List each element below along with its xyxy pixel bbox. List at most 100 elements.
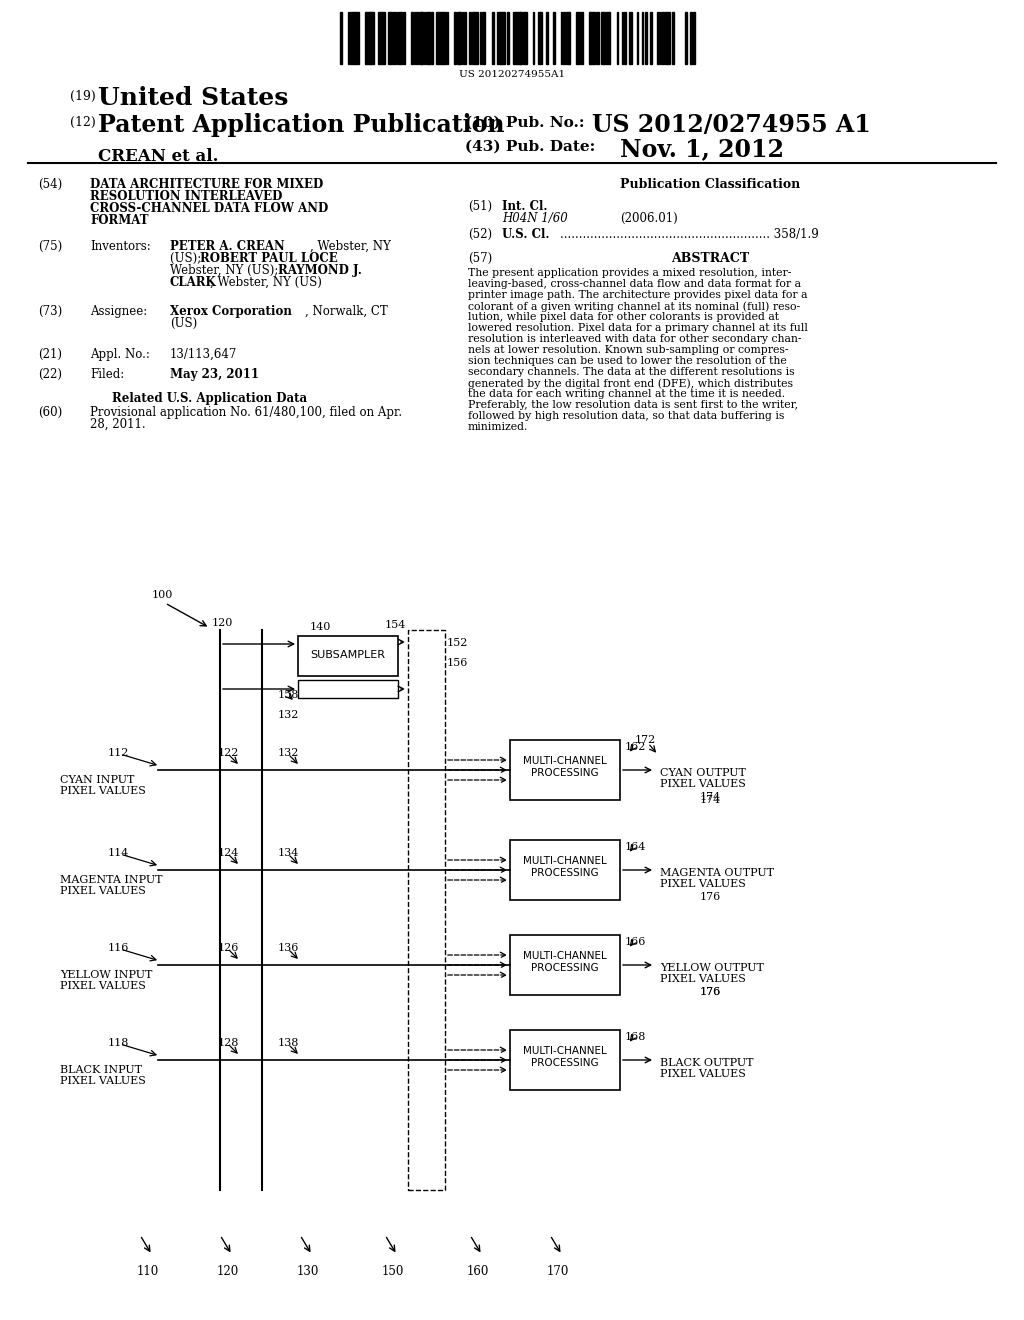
Bar [446, 12, 449, 63]
Bar [637, 12, 638, 63]
Text: H04N 1/60: H04N 1/60 [502, 213, 567, 224]
Bar [469, 12, 471, 63]
Text: 138: 138 [278, 1038, 299, 1048]
Bar [606, 12, 609, 63]
Text: The present application provides a mixed resolution, inter-: The present application provides a mixed… [468, 268, 792, 279]
Bar [426, 12, 430, 63]
Bar [493, 12, 494, 63]
Bar [431, 12, 433, 63]
Text: (51): (51) [468, 201, 493, 213]
Text: CROSS-CHANNEL DATA FLOW AND: CROSS-CHANNEL DATA FLOW AND [90, 202, 329, 215]
Bar [520, 12, 521, 63]
Text: CLARK: CLARK [170, 276, 217, 289]
Bar [298, 636, 398, 676]
Text: ........................................................ 358/1.9: ........................................… [560, 228, 819, 242]
Bar [352, 12, 355, 63]
Text: 150: 150 [382, 1265, 404, 1278]
Bar [498, 12, 500, 63]
Text: (43) Pub. Date:: (43) Pub. Date: [465, 140, 595, 154]
Bar [462, 12, 463, 63]
Text: followed by high resolution data, so that data buffering is: followed by high resolution data, so tha… [468, 411, 784, 421]
Text: sion techniques can be used to lower the resolution of the: sion techniques can be used to lower the… [468, 356, 786, 366]
Bar [553, 12, 555, 63]
Text: US 20120274955A1: US 20120274955A1 [459, 70, 565, 79]
Bar [609, 12, 610, 63]
Bar [508, 12, 509, 63]
Text: printer image path. The architecture provides pixel data for a: printer image path. The architecture pro… [468, 290, 808, 300]
Text: RESOLUTION INTERLEAVED: RESOLUTION INTERLEAVED [90, 190, 283, 203]
Text: ROBERT PAUL LOCE: ROBERT PAUL LOCE [200, 252, 338, 265]
Text: (57): (57) [468, 252, 493, 265]
Bar [408, 630, 445, 1191]
Bar [513, 12, 515, 63]
Text: MULTI-CHANNEL: MULTI-CHANNEL [523, 756, 607, 766]
Text: PIXEL VALUES: PIXEL VALUES [660, 879, 745, 888]
Bar [373, 12, 375, 63]
Bar [383, 12, 385, 63]
Text: PROCESSING: PROCESSING [531, 1059, 599, 1068]
Text: MAGENTA INPUT: MAGENTA INPUT [60, 875, 163, 884]
Bar [474, 12, 478, 63]
Bar [460, 12, 461, 63]
Text: 154: 154 [385, 620, 407, 630]
Text: PIXEL VALUES: PIXEL VALUES [60, 785, 145, 796]
Bar [482, 12, 484, 63]
Bar [665, 12, 668, 63]
Text: 160: 160 [467, 1265, 489, 1278]
Bar [500, 12, 503, 63]
Bar [510, 935, 620, 995]
Bar [340, 12, 341, 63]
Bar [601, 12, 604, 63]
Bar [690, 12, 691, 63]
Text: US 2012/0274955 A1: US 2012/0274955 A1 [592, 114, 870, 137]
Bar [455, 12, 456, 63]
Bar [604, 12, 605, 63]
Text: leaving-based, cross-channel data flow and data format for a: leaving-based, cross-channel data flow a… [468, 279, 801, 289]
Bar [396, 12, 397, 63]
Text: 158: 158 [278, 690, 299, 700]
Text: generated by the digital front end (DFE), which distributes: generated by the digital front end (DFE)… [468, 378, 793, 388]
Bar [510, 840, 620, 900]
Text: Provisional application No. 61/480,100, filed on Apr.: Provisional application No. 61/480,100, … [90, 407, 402, 418]
Text: (19): (19) [70, 90, 96, 103]
Bar [568, 12, 570, 63]
Bar [579, 12, 580, 63]
Text: lution, while pixel data for other colorants is provided at: lution, while pixel data for other color… [468, 312, 779, 322]
Text: Xerox Corporation: Xerox Corporation [170, 305, 292, 318]
Text: Webster, NY (US);: Webster, NY (US); [170, 264, 283, 277]
Text: Assignee:: Assignee: [90, 305, 147, 318]
Text: , Webster, NY: , Webster, NY [310, 240, 391, 253]
Text: CREAN et al.: CREAN et al. [98, 148, 218, 165]
Text: secondary channels. The data at the different resolutions is: secondary channels. The data at the diff… [468, 367, 795, 378]
Bar [518, 12, 521, 63]
Bar [403, 12, 404, 63]
Text: PIXEL VALUES: PIXEL VALUES [660, 779, 745, 789]
Text: DATA ARCHITECTURE FOR MIXED: DATA ARCHITECTURE FOR MIXED [90, 178, 324, 191]
Text: lowered resolution. Pixel data for a primary channel at its full: lowered resolution. Pixel data for a pri… [468, 323, 808, 333]
Text: PIXEL VALUES: PIXEL VALUES [60, 886, 145, 896]
Text: Patent Application Publication: Patent Application Publication [98, 114, 505, 137]
Bar [366, 12, 368, 63]
Text: (10) Pub. No.:: (10) Pub. No.: [465, 116, 585, 129]
Text: 140: 140 [310, 622, 332, 632]
Text: 176: 176 [700, 987, 721, 997]
Bar [414, 12, 415, 63]
Bar [393, 12, 395, 63]
Text: (60): (60) [38, 407, 62, 418]
Text: 132: 132 [278, 748, 299, 758]
Text: 122: 122 [218, 748, 240, 758]
Text: 132: 132 [278, 710, 299, 719]
Text: Nov. 1, 2012: Nov. 1, 2012 [620, 137, 784, 161]
Bar [371, 12, 373, 63]
Text: minimized.: minimized. [468, 422, 528, 432]
Bar [616, 12, 618, 63]
Text: PROCESSING: PROCESSING [531, 768, 599, 777]
Text: Related U.S. Application Data: Related U.S. Application Data [113, 392, 307, 405]
Text: 124: 124 [218, 847, 240, 858]
Bar [692, 12, 695, 63]
Bar [541, 12, 542, 63]
Text: PIXEL VALUES: PIXEL VALUES [60, 1076, 145, 1086]
Text: Filed:: Filed: [90, 368, 124, 381]
Text: CYAN OUTPUT: CYAN OUTPUT [660, 768, 745, 777]
Bar [581, 12, 583, 63]
